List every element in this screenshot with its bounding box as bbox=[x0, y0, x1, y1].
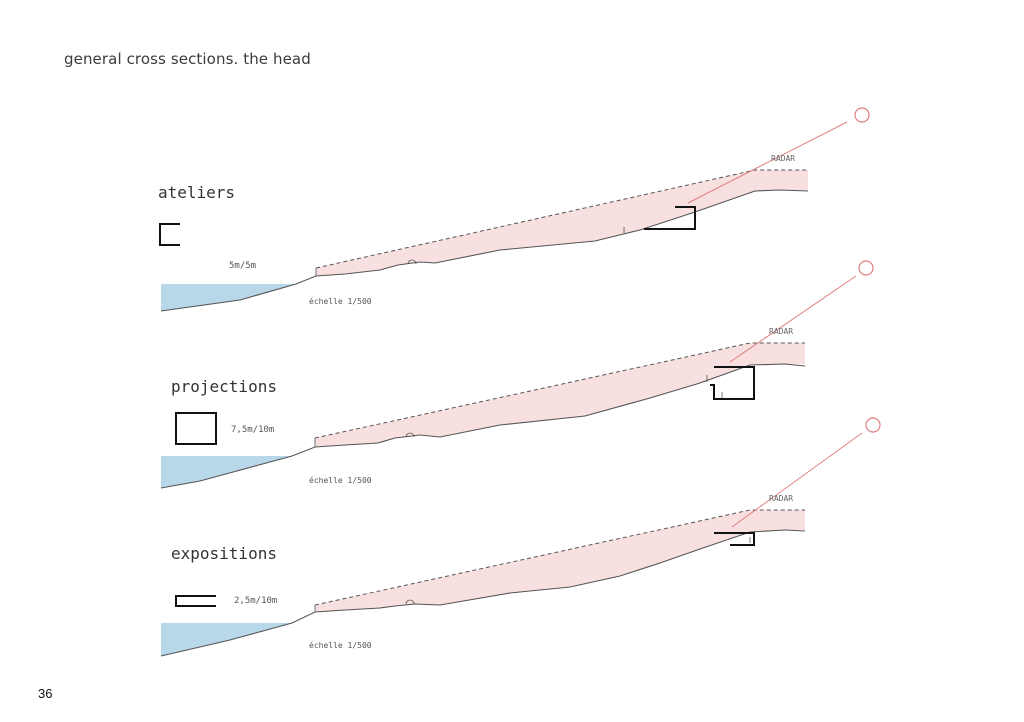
terrain-profile-expositions bbox=[160, 529, 806, 657]
shaded-zone-ateliers bbox=[316, 170, 808, 276]
scale-label-projections: échelle 1/500 bbox=[309, 475, 372, 485]
section-title-ateliers: ateliers bbox=[158, 183, 235, 202]
water-area-expositions bbox=[161, 623, 292, 656]
section-title-projections: projections bbox=[171, 377, 277, 396]
radar-label-expositions: RADAR bbox=[769, 494, 793, 503]
radar-icon bbox=[865, 417, 881, 433]
scale-label-expositions: échelle 1/500 bbox=[309, 640, 372, 650]
radar-room-projections bbox=[710, 366, 755, 400]
section-title-expositions: expositions bbox=[171, 544, 277, 563]
profile-symbol-ateliers bbox=[159, 223, 180, 246]
dimension-label-expositions: 2,5m/10m bbox=[234, 596, 277, 606]
radar-icon bbox=[858, 260, 874, 276]
page-number: 36 bbox=[38, 686, 53, 701]
section-expositions: expositions 2,5m/10m RADAR échelle 1/500 bbox=[160, 417, 881, 657]
arch-symbol bbox=[407, 259, 417, 265]
radar-label-ateliers: RADAR bbox=[771, 154, 795, 163]
radar-label-projections: RADAR bbox=[769, 327, 793, 336]
shaded-zone-projections bbox=[315, 343, 805, 447]
radar-icon bbox=[854, 107, 870, 123]
radar-room-expositions bbox=[714, 532, 755, 546]
shaded-zone-expositions bbox=[315, 510, 805, 612]
water-area-ateliers bbox=[161, 284, 296, 311]
water-area-projections bbox=[161, 456, 292, 488]
radar-beam-ateliers bbox=[687, 121, 848, 204]
dimension-label-ateliers: 5m/5m bbox=[229, 261, 256, 271]
arch-symbol bbox=[405, 432, 415, 438]
roof-line-projections bbox=[314, 342, 805, 439]
dimension-label-projections: 7,5m/10m bbox=[231, 425, 274, 435]
radar-beam-expositions bbox=[731, 432, 863, 528]
radar-room-ateliers bbox=[644, 206, 696, 230]
arch-symbol bbox=[405, 599, 415, 605]
terrain-profile-projections bbox=[160, 363, 806, 489]
radar-beam-projections bbox=[729, 275, 857, 363]
page-title: general cross sections. the head bbox=[64, 50, 311, 68]
terrain-profile-ateliers bbox=[160, 189, 809, 312]
profile-symbol-projections bbox=[175, 412, 217, 445]
roof-line-ateliers bbox=[315, 169, 808, 269]
profile-symbol-expositions bbox=[175, 595, 216, 607]
scale-label-ateliers: échelle 1/500 bbox=[309, 296, 372, 306]
roof-line-expositions bbox=[314, 509, 805, 606]
section-ateliers: ateliers 5m/5m RADAR échelle 1/500 bbox=[158, 107, 870, 312]
section-projections: projections 7,5m/10m RADAR échelle 1/500 bbox=[160, 260, 874, 489]
